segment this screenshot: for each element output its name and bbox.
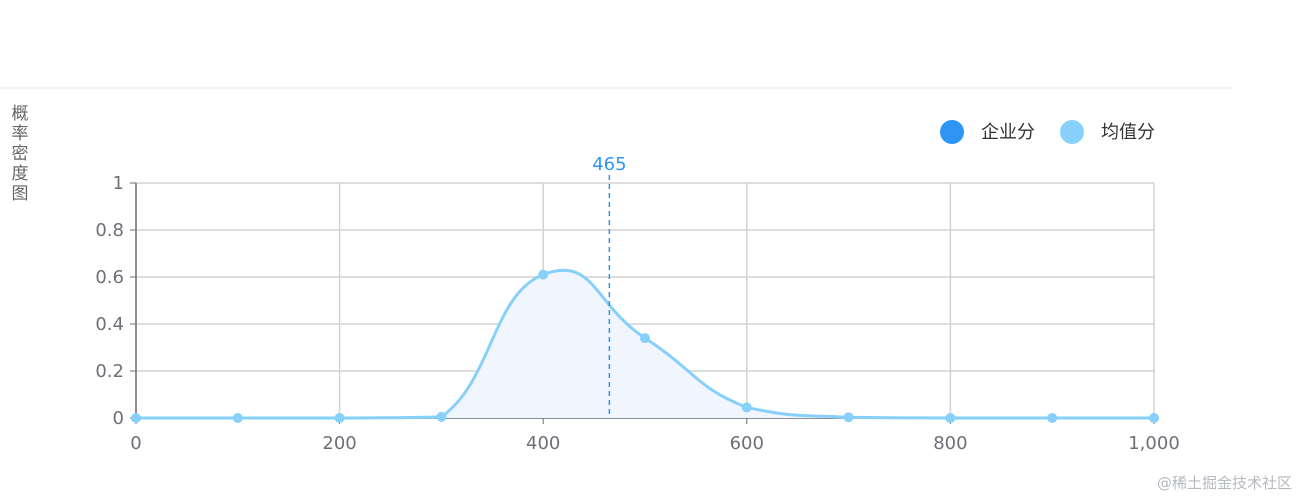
x-tick-label: 0 xyxy=(130,433,141,454)
data-point[interactable] xyxy=(436,411,447,422)
data-point[interactable] xyxy=(538,269,549,280)
data-point[interactable] xyxy=(232,413,243,423)
y-tick-label: 0.8 xyxy=(95,220,124,241)
y-tick-label: 0.4 xyxy=(95,314,124,335)
x-tick-label: 1,000 xyxy=(1128,433,1180,454)
x-tick-label: 400 xyxy=(526,433,560,454)
series-area xyxy=(136,270,1154,418)
watermark: @稀土掘金技术社区 xyxy=(1156,474,1292,492)
data-point[interactable] xyxy=(843,412,854,423)
data-point[interactable] xyxy=(945,413,956,423)
x-tick-label: 800 xyxy=(933,433,967,454)
data-point[interactable] xyxy=(1047,413,1058,423)
y-tick-label: 0.2 xyxy=(95,361,124,382)
legend-label[interactable]: 均值分 xyxy=(1101,122,1155,143)
legend-marker[interactable] xyxy=(940,120,964,144)
series-line xyxy=(136,268,1154,420)
data-point[interactable] xyxy=(131,413,141,423)
x-tick-label: 600 xyxy=(730,433,764,454)
x-tick-label: 200 xyxy=(322,433,356,454)
data-point[interactable] xyxy=(1149,413,1159,423)
data-point[interactable] xyxy=(741,402,752,413)
y-tick-label: 1 xyxy=(113,173,124,194)
mark-line-label: 465 xyxy=(592,154,626,175)
legend-marker[interactable] xyxy=(1060,120,1084,144)
y-tick-label: 0.6 xyxy=(95,267,124,288)
legend-label[interactable]: 企业分 xyxy=(981,122,1035,143)
data-point[interactable] xyxy=(640,333,650,344)
y-tick-label: 0 xyxy=(113,408,124,429)
y-axis-label: 概率密度图 xyxy=(11,104,29,204)
divider xyxy=(0,87,1232,89)
data-point[interactable] xyxy=(334,413,345,423)
